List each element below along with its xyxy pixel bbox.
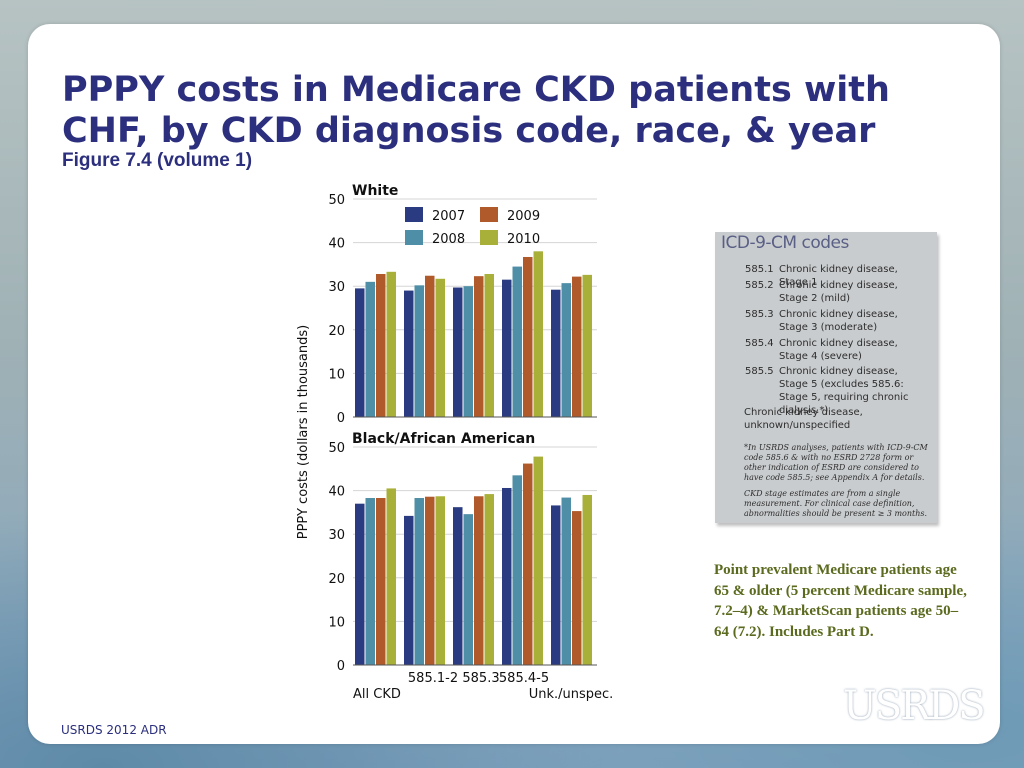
bar [463, 514, 473, 665]
bar [484, 494, 494, 665]
bar [512, 266, 522, 417]
icd-code: 585.4 [745, 338, 774, 349]
bar [404, 290, 414, 417]
category-label: Unk./unspec. [529, 687, 614, 702]
bar [572, 276, 582, 417]
category-label: 585.1-2 [408, 671, 458, 686]
legend-label: 2008 [432, 232, 465, 247]
bar [453, 507, 463, 665]
y-axis-label: PPPY costs (dollars in thousands) [296, 325, 311, 540]
icd-desc: Chronic kidney disease, Stage 4 (severe) [779, 338, 898, 362]
category-label: All CKD [353, 687, 401, 702]
bar [365, 281, 375, 417]
icd-footnote: *In USRDS analyses, patients with ICD-9-… [744, 443, 928, 482]
icd-desc: Chronic kidney disease, Stage 5 (exclude… [779, 366, 909, 416]
y-tick-label: 20 [328, 572, 345, 587]
legend-label: 2010 [507, 232, 540, 247]
panel-title: White [352, 183, 398, 199]
bar [386, 271, 396, 417]
bar [502, 487, 512, 665]
y-tick-label: 0 [337, 659, 345, 674]
y-tick-label: 0 [337, 411, 345, 426]
y-tick-label: 20 [328, 324, 345, 339]
legend-label: 2009 [507, 209, 540, 224]
icd-box-title: ICD-9-CM codes [721, 233, 849, 253]
footer-source: USRDS 2012 ADR [61, 723, 167, 737]
icd-desc: Chronic kidney disease, Stage 3 (moderat… [779, 309, 898, 333]
legend-swatch [405, 230, 423, 245]
slide-title: PPPY costs in Medicare CKD patients with… [62, 70, 890, 151]
icd-code: 585.2 [745, 280, 774, 291]
bar [474, 496, 484, 665]
icd-code: 585.1 [745, 264, 774, 275]
bar [386, 488, 396, 665]
bar [582, 494, 592, 665]
icd-desc: Chronic kidney disease, Stage 2 (mild) [779, 280, 898, 304]
icd-code: 585.5 [745, 366, 774, 377]
bar [533, 251, 543, 417]
legend-label: 2007 [432, 209, 465, 224]
population-note: Point prevalent Medicare patients age 65… [714, 562, 967, 640]
y-tick-label: 50 [328, 193, 345, 208]
bar [425, 496, 435, 665]
y-tick-label: 40 [328, 237, 345, 252]
bar [414, 498, 424, 665]
bar [425, 275, 435, 417]
bar [533, 456, 543, 665]
bar [355, 288, 365, 417]
bar [502, 279, 512, 417]
bar [355, 503, 365, 665]
legend-swatch [480, 207, 498, 222]
icd-desc: Chronic kidney disease, Stage 1 [779, 264, 898, 288]
y-tick-label: 10 [328, 367, 345, 382]
bar [435, 496, 445, 665]
bar [463, 286, 473, 417]
bar [551, 505, 561, 665]
figure-subtitle: Figure 7.4 (volume 1) [62, 150, 253, 171]
usrds-logo: USRDS [843, 683, 986, 729]
category-label: 585.3 [462, 671, 499, 686]
bar [484, 273, 494, 417]
bar [376, 498, 386, 665]
bar [453, 287, 463, 417]
bar [512, 475, 522, 665]
bar [582, 274, 592, 417]
category-label: 585.4-5 [499, 671, 549, 686]
panel-title: Black/African American [352, 431, 535, 447]
bar [561, 497, 571, 665]
bar [523, 256, 533, 417]
y-tick-label: 40 [328, 485, 345, 500]
bar [414, 285, 424, 417]
icd-unknown: Chronic kidney disease, unknown/unspecif… [744, 407, 863, 431]
bar [551, 289, 561, 417]
bar [523, 463, 533, 665]
icd-code: 585.3 [745, 309, 774, 320]
bar [572, 511, 582, 665]
bar [376, 273, 386, 417]
icd-codes-box: ICD-9-CM codes 585.1 Chronic kidney dise… [715, 232, 937, 523]
y-tick-label: 30 [328, 528, 345, 543]
bar [561, 283, 571, 417]
legend-swatch [405, 207, 423, 222]
y-tick-label: 50 [328, 441, 345, 456]
bar [435, 278, 445, 417]
bar [474, 276, 484, 417]
y-tick-label: 30 [328, 280, 345, 295]
legend-swatch [480, 230, 498, 245]
icd-stage-note: CKD stage estimates are from a single me… [744, 489, 928, 518]
bar [365, 498, 375, 665]
y-tick-label: 10 [328, 615, 345, 630]
bar [404, 515, 414, 665]
